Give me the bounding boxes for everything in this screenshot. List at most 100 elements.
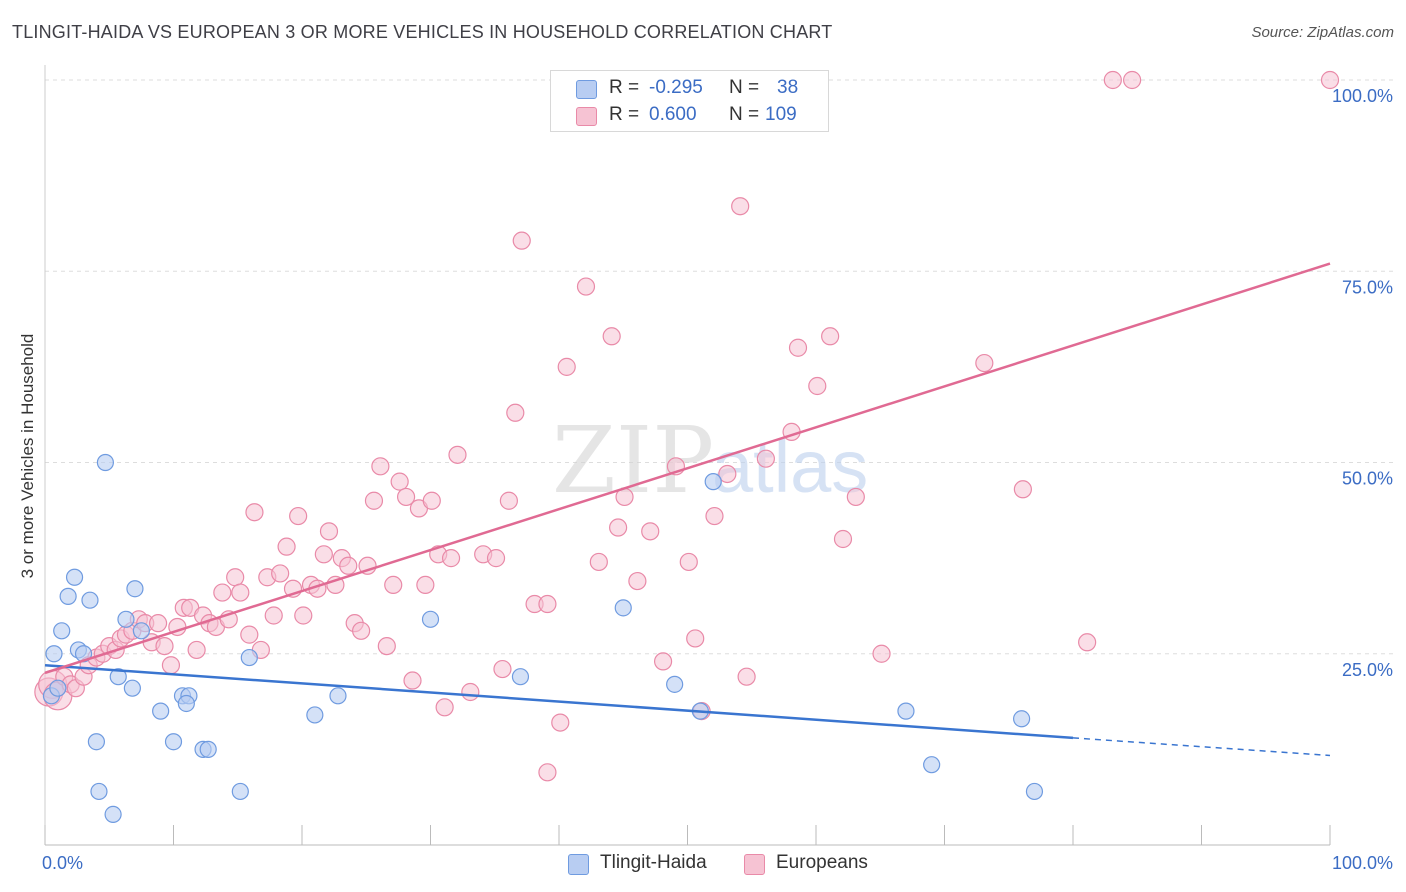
europeans-point — [975, 353, 994, 373]
y-axis-label: 3 or more Vehicles in Household — [18, 333, 37, 579]
europeans-point — [1103, 70, 1122, 90]
tlingit-haida-point — [1012, 710, 1031, 728]
tlingit-haida-point — [65, 568, 84, 586]
europeans-point — [435, 698, 454, 717]
n-label: N = — [729, 77, 760, 98]
legend-row-europeans: R = 0.600 N = 109 — [551, 102, 828, 128]
tlingit-haida-point — [59, 587, 77, 605]
y-tick-label: 50.0% — [1342, 469, 1393, 489]
tick-labels: 100.0% 75.0% 50.0% 25.0% 0.0% 100.0% — [42, 86, 1393, 873]
europeans-point — [718, 464, 737, 484]
r-label: R = — [609, 77, 640, 98]
tlingit-haida-point — [104, 805, 122, 824]
europeans-points — [34, 70, 1340, 782]
tlingit-haida-point — [45, 645, 63, 663]
europeans-point — [226, 568, 245, 587]
tlingit-haida-point — [81, 591, 99, 609]
europeans-point — [187, 640, 206, 660]
europeans-point — [731, 197, 750, 216]
axes — [44, 65, 1331, 846]
europeans-point — [403, 671, 422, 690]
europeans-point — [833, 529, 853, 549]
europeans-point — [872, 644, 891, 663]
europeans-point — [609, 518, 628, 537]
tlingit-haida-point — [231, 782, 249, 801]
tlingit-haida-point — [421, 610, 440, 628]
stats-legend: R = -0.295 N = 38 R = 0.600 N = 109 — [550, 70, 829, 132]
europeans-point — [271, 564, 290, 583]
europeans-point — [846, 487, 865, 507]
europeans-point — [461, 682, 480, 702]
tlingit-haida-point — [177, 694, 195, 713]
europeans-point — [155, 636, 174, 656]
europeans-point — [506, 403, 525, 422]
europeans-swatch — [744, 854, 765, 875]
europeans-point — [705, 506, 724, 526]
europeans-point — [339, 556, 358, 575]
x-tick-label: 0.0% — [42, 853, 83, 873]
europeans-point — [277, 537, 296, 556]
europeans-point — [377, 636, 396, 656]
europeans-point — [602, 327, 621, 346]
x-tick-label: 100.0% — [1332, 853, 1393, 873]
legend-row-tlingit-haida: R = -0.295 N = 38 — [551, 75, 828, 101]
europeans-point — [422, 491, 441, 510]
tlingit-haida-point — [126, 580, 144, 598]
europeans-point — [551, 713, 570, 732]
europeans-point — [808, 376, 827, 396]
europeans-point — [589, 552, 608, 572]
europeans-point — [538, 763, 557, 782]
trend-lines — [44, 262, 1331, 757]
r-value: 0.600 — [649, 104, 697, 125]
europeans-point — [576, 277, 596, 296]
source-credit: Source: ZipAtlas.com — [1251, 24, 1394, 41]
europeans-trend-line — [44, 262, 1331, 675]
tlingit-haida-point — [240, 648, 258, 667]
europeans-point — [441, 549, 461, 568]
tlingit-haida-point — [96, 453, 114, 472]
tlingit-haida-point — [1025, 782, 1044, 801]
europeans-point — [512, 231, 531, 250]
europeans-point — [294, 606, 313, 625]
europeans-point — [213, 583, 232, 602]
tlingit-haida-point — [109, 668, 127, 686]
europeans-point — [1320, 70, 1340, 90]
tlingit-haida-point — [666, 675, 684, 693]
europeans-point — [756, 449, 775, 468]
europeans-point — [737, 667, 756, 686]
tlingit-haida-point — [164, 733, 183, 751]
europeans-point — [493, 659, 512, 679]
tlingit-haida-point — [923, 756, 941, 774]
europeans-point — [240, 625, 259, 644]
europeans-point — [264, 606, 283, 625]
gridlines — [45, 79, 1395, 655]
europeans-point — [352, 621, 371, 640]
europeans-point — [364, 491, 384, 510]
europeans-point — [245, 503, 264, 522]
europeans-point — [390, 472, 409, 491]
europeans-point — [538, 594, 557, 614]
chart-title: TLINGIT-HAIDA VS EUROPEAN 3 OR MORE VEHI… — [12, 22, 833, 42]
europeans-point — [1013, 480, 1032, 499]
europeans-point — [499, 491, 518, 510]
y-tick-label: 100.0% — [1332, 86, 1393, 106]
tlingit-haida-point — [897, 702, 915, 720]
europeans-point — [371, 457, 390, 476]
tlingit-haida-point — [152, 702, 170, 720]
tlingit-haida-swatch — [568, 854, 589, 875]
europeans-swatch — [576, 107, 597, 126]
tlingit-haida-point — [306, 706, 324, 724]
europeans-point — [396, 487, 416, 507]
europeans-point — [557, 357, 576, 376]
europeans-point — [788, 338, 808, 357]
europeans-point — [686, 629, 705, 648]
tlingit-haida-point — [511, 668, 530, 686]
tlingit-haida-point — [117, 610, 135, 628]
europeans-point — [653, 652, 673, 671]
tlingit-haida-point — [53, 622, 71, 640]
europeans-point — [641, 522, 660, 541]
n-value: 38 — [777, 77, 799, 98]
tlingit-haida-point — [49, 679, 67, 697]
tlingit-haida-point — [199, 740, 217, 758]
